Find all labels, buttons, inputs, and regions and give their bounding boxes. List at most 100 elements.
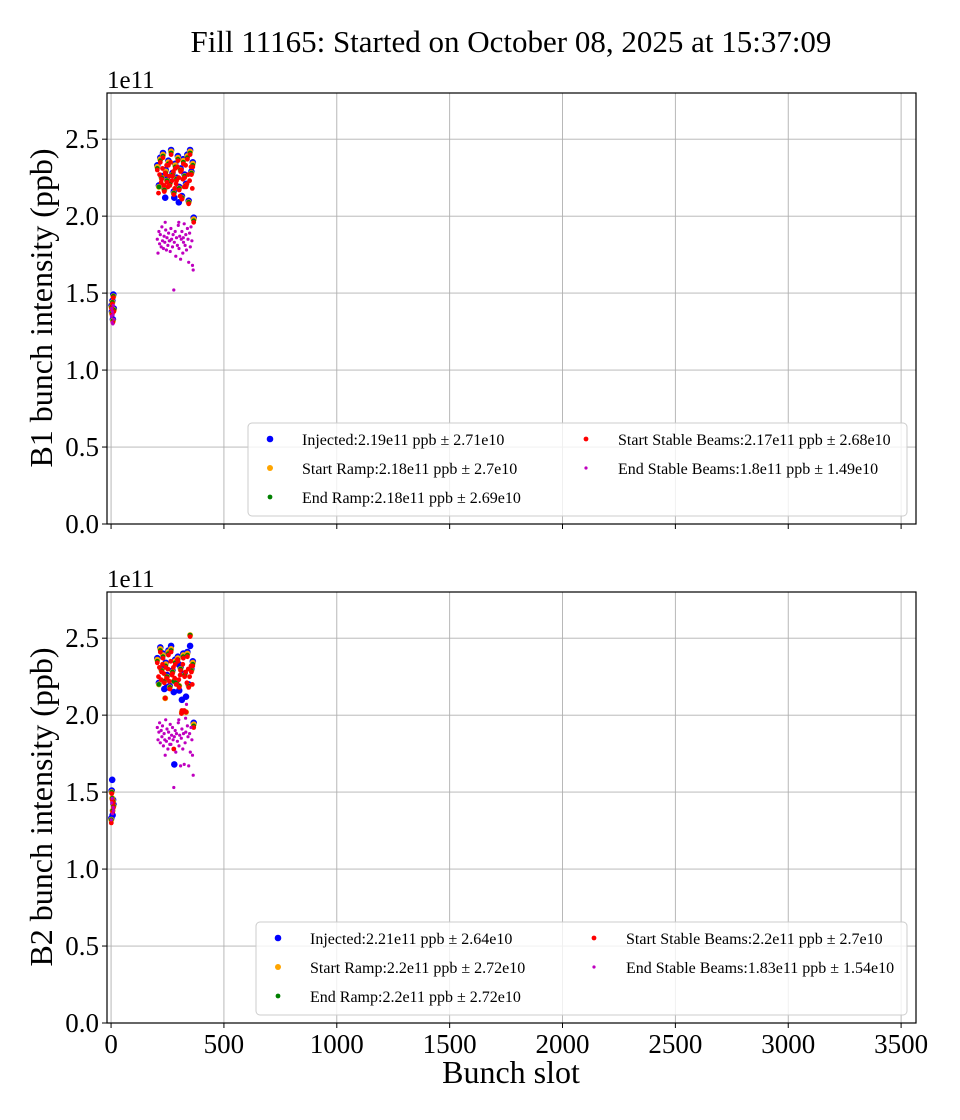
data-point [165, 727, 169, 731]
data-point [182, 222, 186, 226]
data-point [175, 243, 179, 247]
data-point [191, 268, 195, 272]
data-point [186, 735, 190, 739]
data-point [166, 243, 170, 247]
legend-label: End Ramp:2.2e11 ppb ± 2.72e10 [310, 989, 521, 1006]
data-point [172, 186, 178, 191]
data-point [183, 243, 187, 247]
chart-title: Fill 11165: Started on October 08, 2025 … [191, 24, 832, 59]
data-point [164, 739, 168, 743]
data-point [180, 655, 186, 661]
data-point [166, 678, 172, 684]
data-point [185, 654, 190, 660]
data-point [184, 680, 190, 686]
data-point [158, 242, 162, 246]
data-point [177, 672, 183, 678]
legend-item: End Stable Beams:1.8e11 ppb ± 1.49e10 [584, 461, 878, 478]
data-point [154, 660, 160, 666]
data-point [158, 677, 164, 683]
data-point [167, 736, 171, 740]
data-point [172, 675, 178, 681]
data-point [111, 303, 115, 307]
series-injected [108, 146, 197, 323]
data-point [174, 732, 179, 736]
data-point [182, 693, 190, 700]
y-tick-label: 1.5 [65, 278, 99, 308]
data-point [185, 156, 190, 162]
data-point [183, 709, 189, 715]
data-point [164, 248, 168, 252]
data-point [178, 234, 182, 238]
data-point [164, 179, 170, 185]
legend-b2: Injected:2.21e11 ppb ± 2.64e10 Start Ramp… [255, 921, 908, 1016]
data-point [171, 761, 178, 768]
data-point [163, 172, 169, 178]
data-point [161, 183, 167, 188]
data-point [170, 733, 174, 737]
legend-item: End Stable Beams:1.83e11 ppb ± 1.54e10 [592, 960, 894, 977]
data-point [186, 237, 190, 241]
data-point [177, 220, 181, 224]
data-point [112, 317, 116, 321]
data-point [159, 728, 163, 733]
series-end-stable-beams [109, 702, 195, 822]
legend-item: End Ramp:2.18e11 ppb ± 2.69e10 [267, 490, 521, 507]
legend-marker [274, 934, 282, 942]
y-tick-label: 2.5 [65, 124, 99, 154]
legend-marker [592, 965, 596, 969]
legend-b1: Injected:2.19e11 ppb ± 2.71e10 Start Ramp… [247, 422, 908, 517]
axes-frame-b2 [106, 591, 917, 1024]
data-point [187, 764, 191, 768]
panel-b2: 0 500 1000 1500 2000 2500 3000 3500 0.0 0.5 1.0 1.5… [23, 566, 928, 1090]
legend-label: Start Stable Beams:2.2e11 ppb ± 2.7e10 [626, 931, 883, 948]
data-point [167, 231, 171, 235]
data-point [182, 674, 188, 680]
data-point [175, 164, 180, 170]
data-point [172, 785, 176, 790]
data-point [176, 187, 182, 193]
legend-marker [275, 964, 281, 970]
data-point [160, 225, 164, 229]
data-point [168, 742, 172, 747]
legend-item: End Ramp:2.2e11 ppb ± 2.72e10 [275, 989, 521, 1006]
data-point [184, 248, 189, 252]
legend-marker [275, 993, 281, 999]
legend-label: End Stable Beams:1.8e11 ppb ± 1.49e10 [618, 461, 878, 478]
data-point [109, 791, 115, 796]
data-point [188, 750, 192, 754]
data-point [186, 642, 194, 650]
data-point [180, 661, 186, 667]
data-point [176, 677, 182, 683]
data-point [155, 725, 159, 730]
data-point [166, 747, 170, 751]
data-point [170, 688, 178, 696]
legend-item: Injected:2.19e11 ppb ± 2.71e10 [266, 432, 504, 449]
data-point [168, 649, 174, 655]
y-tick-label: 2.5 [65, 623, 99, 653]
ticks-b2: 0 500 1000 1500 2000 2500 3000 3500 0.0 0.5 1.0 1.5… [65, 623, 928, 1059]
data-point [190, 663, 196, 669]
data-point [164, 718, 168, 722]
data-point [161, 744, 165, 748]
y-axis-label-b1: B1 bunch intensity (ppb) [23, 148, 59, 467]
x-tick-label: 0 [104, 1029, 118, 1059]
data-point [160, 661, 165, 667]
data-point [177, 718, 181, 722]
data-point [163, 220, 167, 224]
y-tick-label: 2.0 [65, 700, 99, 730]
data-point [165, 236, 169, 240]
data-point [184, 730, 188, 734]
series-end-ramp [108, 632, 197, 823]
data-point [160, 239, 165, 243]
data-point [111, 809, 116, 813]
data-point [189, 225, 193, 229]
axes-frame-b1 [106, 92, 917, 525]
legend-marker [267, 494, 273, 500]
data-point [160, 735, 164, 739]
series-start-stable-beams [109, 152, 197, 325]
y-offset-label-b2: 1e11 [107, 566, 155, 593]
data-point [157, 730, 161, 734]
data-point [157, 172, 163, 178]
data-point [157, 649, 163, 655]
data-point [163, 240, 167, 244]
